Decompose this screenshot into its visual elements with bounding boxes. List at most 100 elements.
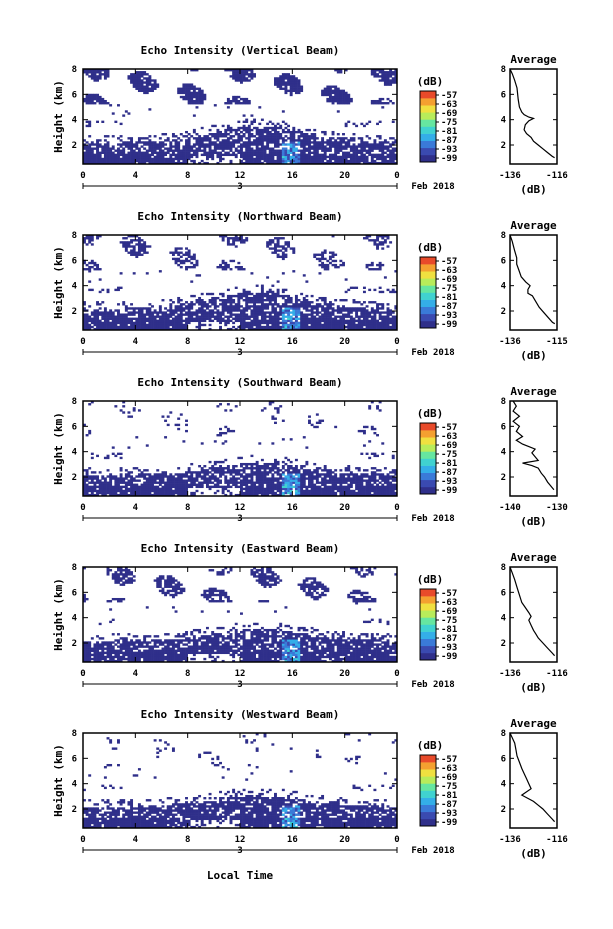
heatmap-cell bbox=[271, 493, 275, 497]
heatmap-cell bbox=[240, 491, 243, 495]
heatmap-cell bbox=[386, 71, 390, 74]
heatmap-cell bbox=[132, 327, 136, 331]
heatmap-cell bbox=[308, 161, 311, 165]
heatmap-cell bbox=[365, 143, 369, 146]
heatmap-cell bbox=[158, 153, 162, 157]
heatmap-cell bbox=[158, 483, 162, 486]
heatmap-cell bbox=[185, 268, 188, 271]
heatmap-cell bbox=[158, 143, 162, 146]
heatmap-cell bbox=[381, 71, 385, 74]
heatmap-cell bbox=[185, 93, 188, 97]
heatmap-cell bbox=[391, 120, 395, 123]
heatmap-cell bbox=[266, 159, 270, 163]
heatmap-cell bbox=[132, 85, 136, 88]
heatmap-cell bbox=[122, 477, 126, 480]
heatmap-cell bbox=[124, 145, 128, 148]
heatmap-cell bbox=[151, 487, 154, 491]
heatmap-cell bbox=[394, 157, 398, 161]
heatmap-cell bbox=[216, 483, 220, 486]
heatmap-cell bbox=[137, 85, 141, 88]
heatmap-cell bbox=[328, 99, 332, 103]
heatmap-cell bbox=[245, 317, 249, 320]
heatmap-cell bbox=[127, 481, 131, 484]
heatmap-cell bbox=[253, 309, 256, 312]
heatmap-cell bbox=[229, 294, 233, 298]
x-tick-label: 16 bbox=[287, 337, 298, 347]
heatmap-cell bbox=[240, 268, 243, 271]
heatmap-cell bbox=[229, 126, 233, 130]
y-tick-label: 2 bbox=[72, 141, 77, 151]
heatmap-cell bbox=[271, 135, 275, 138]
heatmap-cell bbox=[268, 487, 272, 491]
heatmap-cell bbox=[226, 294, 230, 298]
heatmap-cell bbox=[300, 487, 304, 491]
heatmap-cell bbox=[101, 301, 105, 304]
heatmap-cell bbox=[271, 321, 275, 325]
heatmap-cell bbox=[292, 161, 296, 165]
heatmap-cell bbox=[185, 247, 188, 250]
heatmap-cell bbox=[158, 323, 162, 327]
heatmap-cell bbox=[114, 315, 118, 318]
heatmap-cell bbox=[284, 327, 288, 331]
heatmap-cell bbox=[378, 268, 382, 271]
heatmap-cell bbox=[394, 69, 398, 72]
heatmap-cell bbox=[177, 487, 181, 491]
heatmap-cell bbox=[274, 458, 277, 462]
heatmap-cell bbox=[260, 290, 264, 294]
heatmap-cell bbox=[274, 141, 277, 144]
heatmap-cell bbox=[342, 321, 345, 325]
heatmap-cell bbox=[391, 290, 395, 294]
heatmap-cell bbox=[143, 491, 147, 495]
heatmap-cell bbox=[130, 249, 134, 252]
heatmap-cell bbox=[342, 89, 345, 93]
heatmap-cell bbox=[268, 161, 272, 165]
heatmap-cell bbox=[200, 481, 204, 484]
heatmap-cell bbox=[321, 296, 325, 300]
heatmap-cell bbox=[182, 161, 186, 165]
heatmap-cell bbox=[130, 483, 134, 486]
colorbar-segment bbox=[420, 105, 436, 113]
heatmap-cell bbox=[376, 135, 379, 138]
heatmap-cell bbox=[271, 292, 275, 296]
heatmap-cell bbox=[185, 489, 188, 493]
heatmap-cell bbox=[342, 319, 345, 323]
heatmap-cell bbox=[281, 87, 285, 90]
heatmap-cell bbox=[195, 151, 199, 154]
heatmap-cell bbox=[200, 292, 204, 296]
heatmap-cell bbox=[373, 321, 377, 325]
heatmap-cell bbox=[229, 473, 233, 476]
heatmap-cell bbox=[98, 479, 102, 482]
heatmap-cell bbox=[187, 255, 191, 259]
heatmap-cell bbox=[226, 471, 230, 474]
heatmap-cell bbox=[242, 475, 246, 478]
heatmap-cell bbox=[219, 145, 222, 148]
heatmap-cell bbox=[255, 153, 259, 157]
heatmap-cell bbox=[247, 130, 251, 134]
heatmap-cell bbox=[331, 99, 335, 103]
heatmap-cell bbox=[234, 71, 238, 74]
heatmap-cell bbox=[302, 133, 306, 136]
heatmap-cell bbox=[103, 139, 107, 142]
heatmap-cell bbox=[245, 79, 249, 82]
heatmap-cell bbox=[211, 475, 215, 478]
heatmap-cell bbox=[328, 469, 332, 472]
heatmap-cell bbox=[161, 321, 165, 325]
heatmap-cell bbox=[83, 317, 86, 320]
heatmap-cell bbox=[83, 319, 86, 323]
heatmap-cell bbox=[308, 303, 311, 306]
heatmap-cell bbox=[336, 157, 340, 161]
heatmap-cell bbox=[234, 315, 238, 318]
heatmap-cell bbox=[355, 159, 359, 163]
heatmap-cell bbox=[328, 485, 332, 489]
heatmap-cell bbox=[315, 487, 319, 491]
heatmap-cell bbox=[85, 485, 89, 489]
heatmap-cell bbox=[119, 143, 123, 146]
heatmap-cell bbox=[145, 85, 149, 88]
heatmap-cell bbox=[177, 317, 181, 320]
heatmap-cell bbox=[365, 315, 369, 318]
heatmap-cell bbox=[331, 303, 335, 306]
heatmap-cell bbox=[328, 87, 332, 90]
heatmap-cell bbox=[177, 489, 181, 493]
heatmap-cell bbox=[232, 471, 236, 474]
heatmap-cell bbox=[153, 323, 157, 327]
